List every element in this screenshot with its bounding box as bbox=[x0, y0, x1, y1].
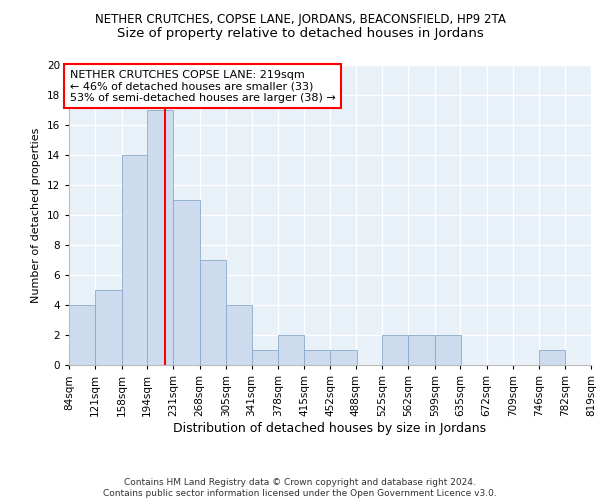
Text: Contains HM Land Registry data © Crown copyright and database right 2024.
Contai: Contains HM Land Registry data © Crown c… bbox=[103, 478, 497, 498]
Bar bbox=[331, 350, 356, 365]
Bar bbox=[278, 335, 304, 365]
Bar bbox=[147, 110, 173, 365]
Bar bbox=[226, 305, 252, 365]
Text: Size of property relative to detached houses in Jordans: Size of property relative to detached ho… bbox=[116, 28, 484, 40]
Bar bbox=[435, 335, 461, 365]
Bar bbox=[95, 290, 122, 365]
Text: NETHER CRUTCHES COPSE LANE: 219sqm
← 46% of detached houses are smaller (33)
53%: NETHER CRUTCHES COPSE LANE: 219sqm ← 46%… bbox=[70, 70, 335, 102]
Bar bbox=[200, 260, 226, 365]
Bar bbox=[409, 335, 435, 365]
Bar bbox=[122, 155, 148, 365]
Bar bbox=[382, 335, 409, 365]
Bar bbox=[173, 200, 200, 365]
Y-axis label: Number of detached properties: Number of detached properties bbox=[31, 128, 41, 302]
Bar bbox=[251, 350, 278, 365]
Text: NETHER CRUTCHES, COPSE LANE, JORDANS, BEACONSFIELD, HP9 2TA: NETHER CRUTCHES, COPSE LANE, JORDANS, BE… bbox=[95, 12, 505, 26]
Bar bbox=[304, 350, 331, 365]
Bar bbox=[69, 305, 95, 365]
X-axis label: Distribution of detached houses by size in Jordans: Distribution of detached houses by size … bbox=[173, 422, 487, 434]
Bar bbox=[539, 350, 565, 365]
